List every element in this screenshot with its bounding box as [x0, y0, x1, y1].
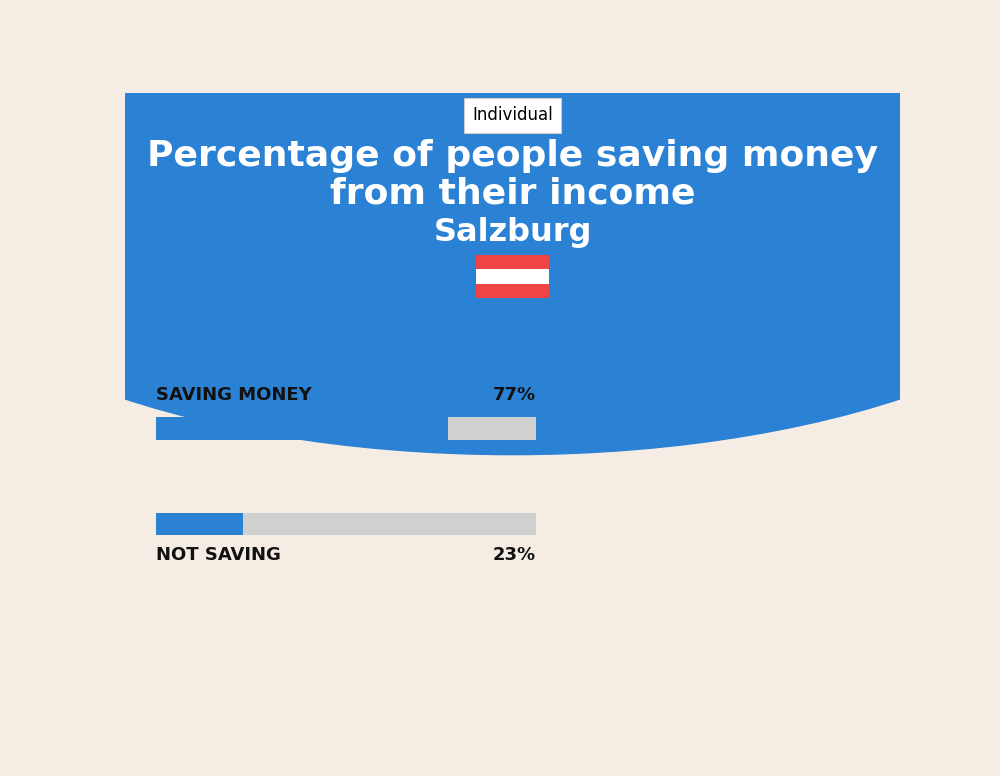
Bar — [156, 513, 243, 535]
Text: NOT SAVING: NOT SAVING — [156, 546, 281, 564]
Ellipse shape — [0, 0, 1000, 455]
Text: Salzburg: Salzburg — [433, 217, 592, 248]
Bar — [156, 417, 448, 440]
Text: SAVING MONEY: SAVING MONEY — [156, 386, 312, 404]
Bar — [156, 513, 536, 535]
Text: 23%: 23% — [493, 546, 536, 564]
Bar — [476, 269, 549, 284]
Text: Individual: Individual — [472, 106, 553, 124]
Bar — [476, 255, 549, 269]
Text: from their income: from their income — [330, 176, 695, 210]
Bar — [156, 417, 536, 440]
Bar — [476, 284, 549, 298]
Text: 77%: 77% — [493, 386, 536, 404]
Text: Percentage of people saving money: Percentage of people saving money — [147, 139, 878, 173]
